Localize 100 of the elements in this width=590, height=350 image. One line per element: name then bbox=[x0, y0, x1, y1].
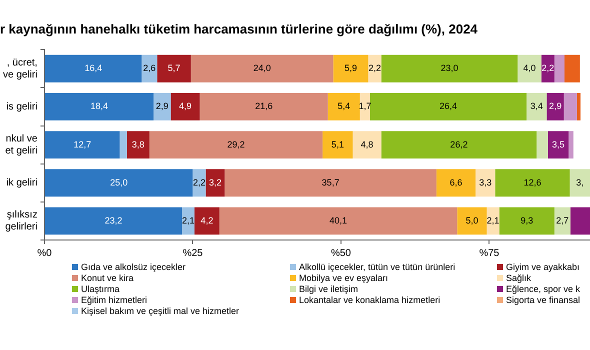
data-label: 2,7 bbox=[556, 215, 569, 226]
y-tick-label: is geliri bbox=[6, 101, 38, 112]
bar bbox=[368, 54, 382, 82]
bar bbox=[44, 169, 193, 197]
data-label: 2,2 bbox=[192, 177, 206, 188]
bar bbox=[564, 93, 577, 120]
bar bbox=[154, 93, 171, 120]
data-label: 2,1 bbox=[486, 215, 500, 226]
legend-label: Alkollü içecekler, tütün ve tütün ürünleri bbox=[298, 262, 456, 272]
data-label: 18,4 bbox=[90, 101, 108, 112]
bar bbox=[219, 207, 458, 235]
data-label: 3,2 bbox=[208, 177, 222, 188]
bar bbox=[224, 169, 436, 197]
data-label: 4,9 bbox=[179, 101, 192, 112]
bar bbox=[554, 207, 570, 235]
bar bbox=[322, 131, 353, 159]
y-tick-label: , ücret, ve geliri bbox=[2, 57, 38, 80]
bar bbox=[518, 54, 542, 82]
bar bbox=[570, 207, 590, 235]
bar bbox=[170, 93, 200, 120]
data-label: 5,0 bbox=[466, 215, 478, 226]
bar bbox=[554, 54, 564, 82]
bar bbox=[436, 169, 476, 197]
bar bbox=[570, 169, 590, 197]
bar bbox=[328, 93, 360, 120]
data-label: 3,3 bbox=[479, 177, 492, 188]
bar bbox=[149, 131, 323, 159]
y-tick-label: şılıksız gelirleri bbox=[5, 210, 38, 233]
data-label: 26,4 bbox=[440, 101, 458, 112]
data-label: 4,0 bbox=[523, 63, 536, 74]
y-tick-label: nkul ve et geliri bbox=[5, 134, 38, 157]
bar bbox=[190, 54, 334, 82]
data-label: 26,2 bbox=[450, 139, 468, 150]
legend-label: Sigorta ve finansal bbox=[505, 295, 582, 305]
data-label: 40,1 bbox=[330, 215, 348, 226]
bar bbox=[499, 207, 554, 235]
x-tick-label: %50 bbox=[330, 248, 352, 259]
legend-label: Ulaştırma bbox=[80, 284, 121, 294]
bar bbox=[194, 207, 220, 235]
legend-label: Konut ve kira bbox=[80, 273, 135, 283]
data-label: 5,1 bbox=[331, 139, 344, 150]
y-tick-label: ik geliri bbox=[6, 178, 38, 189]
legend-label: Gıda ve alkolsüz içecekler bbox=[80, 262, 187, 272]
x-tick-label: %0 bbox=[37, 248, 52, 259]
bar bbox=[476, 169, 496, 197]
bar bbox=[200, 93, 328, 120]
data-label: 3,4 bbox=[530, 101, 543, 112]
bar bbox=[381, 54, 518, 82]
bar bbox=[126, 131, 150, 159]
bar bbox=[192, 169, 206, 197]
data-label: 5,4 bbox=[338, 101, 350, 112]
data-label: 9,3 bbox=[520, 215, 534, 226]
bar bbox=[546, 93, 564, 120]
data-label: 3, bbox=[576, 177, 584, 188]
legend-label: Eğlence, spor ve k bbox=[505, 284, 582, 294]
data-label: 4,2 bbox=[200, 215, 214, 226]
data-label: 2,2 bbox=[542, 63, 554, 74]
bar bbox=[457, 207, 487, 235]
data-label: 2,1 bbox=[182, 215, 195, 226]
bar bbox=[526, 93, 547, 120]
data-label: 2,6 bbox=[143, 63, 156, 74]
data-label: 29,2 bbox=[227, 139, 245, 150]
bar bbox=[564, 54, 580, 82]
bar bbox=[44, 93, 154, 120]
x-tick-label: %75 bbox=[479, 248, 500, 259]
data-label: 23,2 bbox=[104, 215, 122, 226]
data-label: 24,0 bbox=[253, 63, 271, 74]
data-label: 16,4 bbox=[84, 63, 102, 74]
data-label: 5,9 bbox=[344, 63, 357, 74]
data-label: 25,0 bbox=[110, 177, 128, 188]
data-label: 6,6 bbox=[450, 177, 462, 188]
data-label: 23,0 bbox=[440, 63, 458, 74]
legend-label: Mobilya ve ev eşyaları bbox=[298, 273, 390, 283]
data-label: 12,6 bbox=[524, 177, 542, 188]
legend-label: Kişisel bakım ve çeşitli mal ve hizmetler bbox=[80, 306, 240, 316]
data-label: 12,7 bbox=[74, 139, 92, 150]
chart-title: r kaynağının hanehalkı tüketim harcamasının türlerine göre dağılımı (%), 2024 bbox=[0, 21, 478, 36]
bar bbox=[333, 54, 368, 82]
bar bbox=[157, 54, 191, 82]
bar bbox=[568, 131, 574, 159]
bar bbox=[548, 131, 569, 159]
bar bbox=[352, 131, 382, 159]
data-label: 2,9 bbox=[549, 101, 562, 112]
data-label: 2,2 bbox=[368, 63, 382, 74]
bar bbox=[44, 207, 182, 235]
bar bbox=[370, 93, 527, 120]
data-label: 3,8 bbox=[132, 139, 144, 150]
bar bbox=[44, 54, 142, 82]
legend-label: Bilgi ve iletişim bbox=[298, 284, 360, 294]
data-label: 4,8 bbox=[360, 139, 374, 150]
data-label: 3,5 bbox=[552, 139, 565, 150]
bar bbox=[536, 131, 548, 159]
bar bbox=[142, 54, 158, 82]
legend-label: Eğitim hizmetleri bbox=[80, 295, 148, 305]
bar bbox=[206, 169, 225, 197]
data-label: 35,7 bbox=[322, 177, 340, 188]
legend-label: Giyim ve ayakkabı bbox=[505, 262, 581, 272]
x-tick-label: %25 bbox=[182, 248, 204, 259]
bar bbox=[44, 131, 120, 159]
bar bbox=[576, 93, 581, 120]
